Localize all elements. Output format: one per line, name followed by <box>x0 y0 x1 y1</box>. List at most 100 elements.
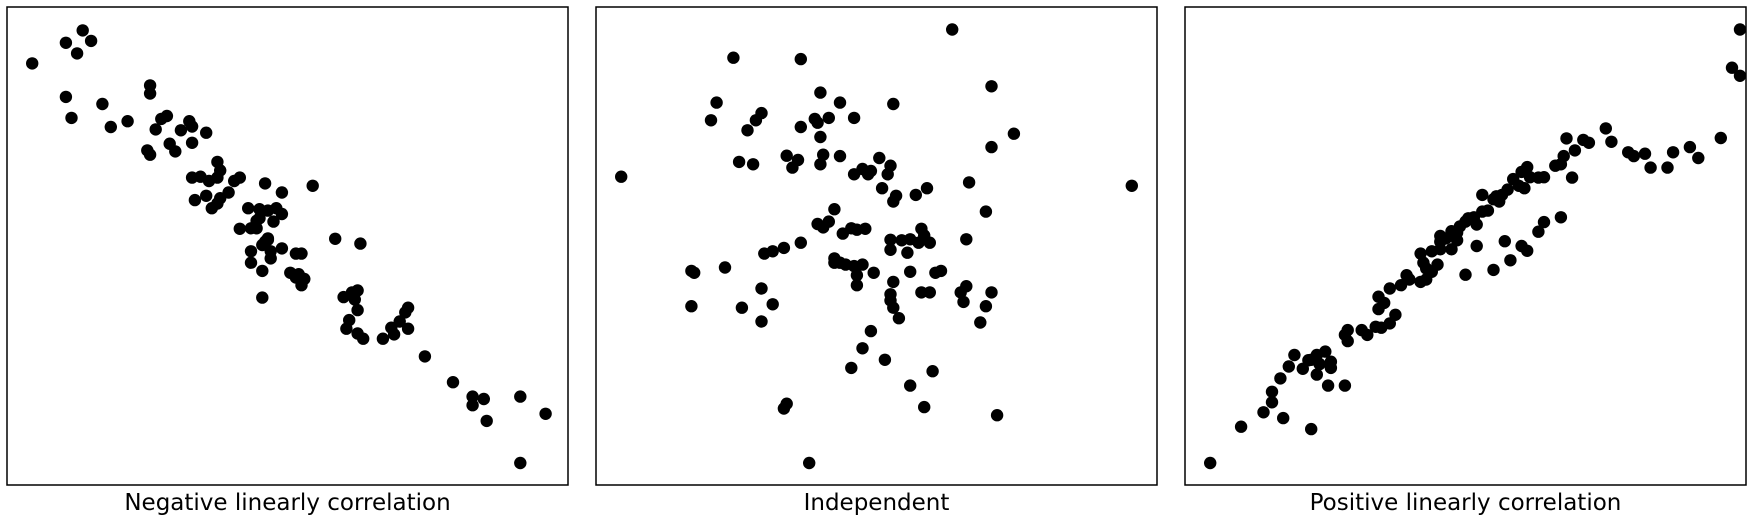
data-point <box>275 242 289 255</box>
data-point <box>990 409 1004 422</box>
plot-frame <box>1184 6 1747 486</box>
data-point <box>1638 147 1652 160</box>
data-point <box>340 322 353 335</box>
data-point <box>985 286 998 299</box>
data-point <box>732 155 746 169</box>
data-point <box>979 300 993 313</box>
data-point <box>1274 372 1287 385</box>
data-point <box>1692 151 1705 165</box>
data-point <box>418 350 432 363</box>
data-point <box>1725 61 1739 74</box>
data-point <box>233 222 246 235</box>
data-point <box>1644 161 1657 174</box>
data-point <box>1518 182 1531 195</box>
data-point <box>351 303 364 317</box>
data-point <box>1487 263 1500 277</box>
data-point <box>901 246 914 259</box>
scatter-points <box>615 23 1139 470</box>
data-point <box>1125 179 1139 192</box>
data-point <box>466 390 479 403</box>
data-point <box>1313 357 1326 371</box>
data-point <box>1560 132 1573 145</box>
data-point <box>1372 290 1385 303</box>
data-point <box>258 177 272 190</box>
data-point <box>892 312 906 325</box>
x-axis-label: Negative linearly correlation <box>124 490 450 516</box>
data-point <box>794 236 807 249</box>
data-point <box>847 111 861 125</box>
data-point <box>1521 160 1534 174</box>
data-point <box>250 222 263 235</box>
data-point <box>1383 282 1397 295</box>
data-point <box>828 203 841 216</box>
data-point <box>923 236 936 249</box>
data-point <box>401 301 415 314</box>
data-point <box>746 158 760 171</box>
data-point <box>904 265 917 278</box>
data-point <box>833 96 847 109</box>
data-point <box>480 414 493 428</box>
data-point <box>833 149 847 163</box>
data-point <box>1498 235 1512 248</box>
data-point <box>904 379 917 392</box>
data-point <box>845 361 858 375</box>
data-point <box>1431 258 1444 271</box>
data-point <box>1557 149 1570 163</box>
data-point <box>814 158 827 171</box>
data-point <box>1007 127 1021 140</box>
plot-frame <box>595 6 1158 486</box>
data-point <box>873 151 886 165</box>
data-point <box>59 90 73 104</box>
data-point <box>718 261 732 274</box>
data-point <box>242 202 255 215</box>
data-point <box>814 86 827 99</box>
data-point <box>766 298 779 311</box>
data-point <box>401 322 415 335</box>
data-point <box>70 47 84 60</box>
data-point <box>477 392 490 406</box>
data-point <box>884 233 897 246</box>
data-point <box>1582 136 1596 149</box>
data-point <box>1504 254 1517 267</box>
data-point <box>1521 244 1534 257</box>
data-point <box>1537 171 1551 184</box>
panel-independent: Independent <box>595 6 1158 516</box>
data-point <box>875 182 889 195</box>
x-axis-label: Positive linearly correlation <box>1310 490 1622 516</box>
plot-frame <box>6 6 569 486</box>
data-point <box>1319 345 1332 358</box>
data-point <box>1288 348 1301 362</box>
data-point <box>244 245 258 258</box>
data-point <box>1476 188 1489 202</box>
data-point <box>878 353 892 366</box>
data-point <box>920 182 934 195</box>
data-point <box>755 106 768 120</box>
data-point <box>836 227 849 240</box>
data-point <box>960 233 973 246</box>
data-point <box>985 80 998 93</box>
data-point <box>1666 146 1680 159</box>
data-point <box>985 140 998 154</box>
data-point <box>1532 225 1545 238</box>
data-point <box>1403 273 1416 286</box>
data-point <box>233 171 246 184</box>
data-point <box>822 111 835 125</box>
data-point <box>289 247 303 260</box>
data-point <box>348 293 361 306</box>
data-point <box>755 315 768 328</box>
data-point <box>169 145 182 158</box>
data-point <box>887 97 900 111</box>
data-point <box>387 328 401 341</box>
data-point <box>1338 379 1352 392</box>
data-point <box>780 397 793 410</box>
data-point <box>850 279 864 292</box>
data-point <box>1733 69 1747 83</box>
data-point <box>1338 328 1352 342</box>
data-point <box>741 124 754 137</box>
data-point <box>1605 135 1618 148</box>
data-point <box>393 315 406 328</box>
data-point <box>727 51 740 64</box>
data-point <box>84 34 98 48</box>
data-point <box>185 120 199 133</box>
